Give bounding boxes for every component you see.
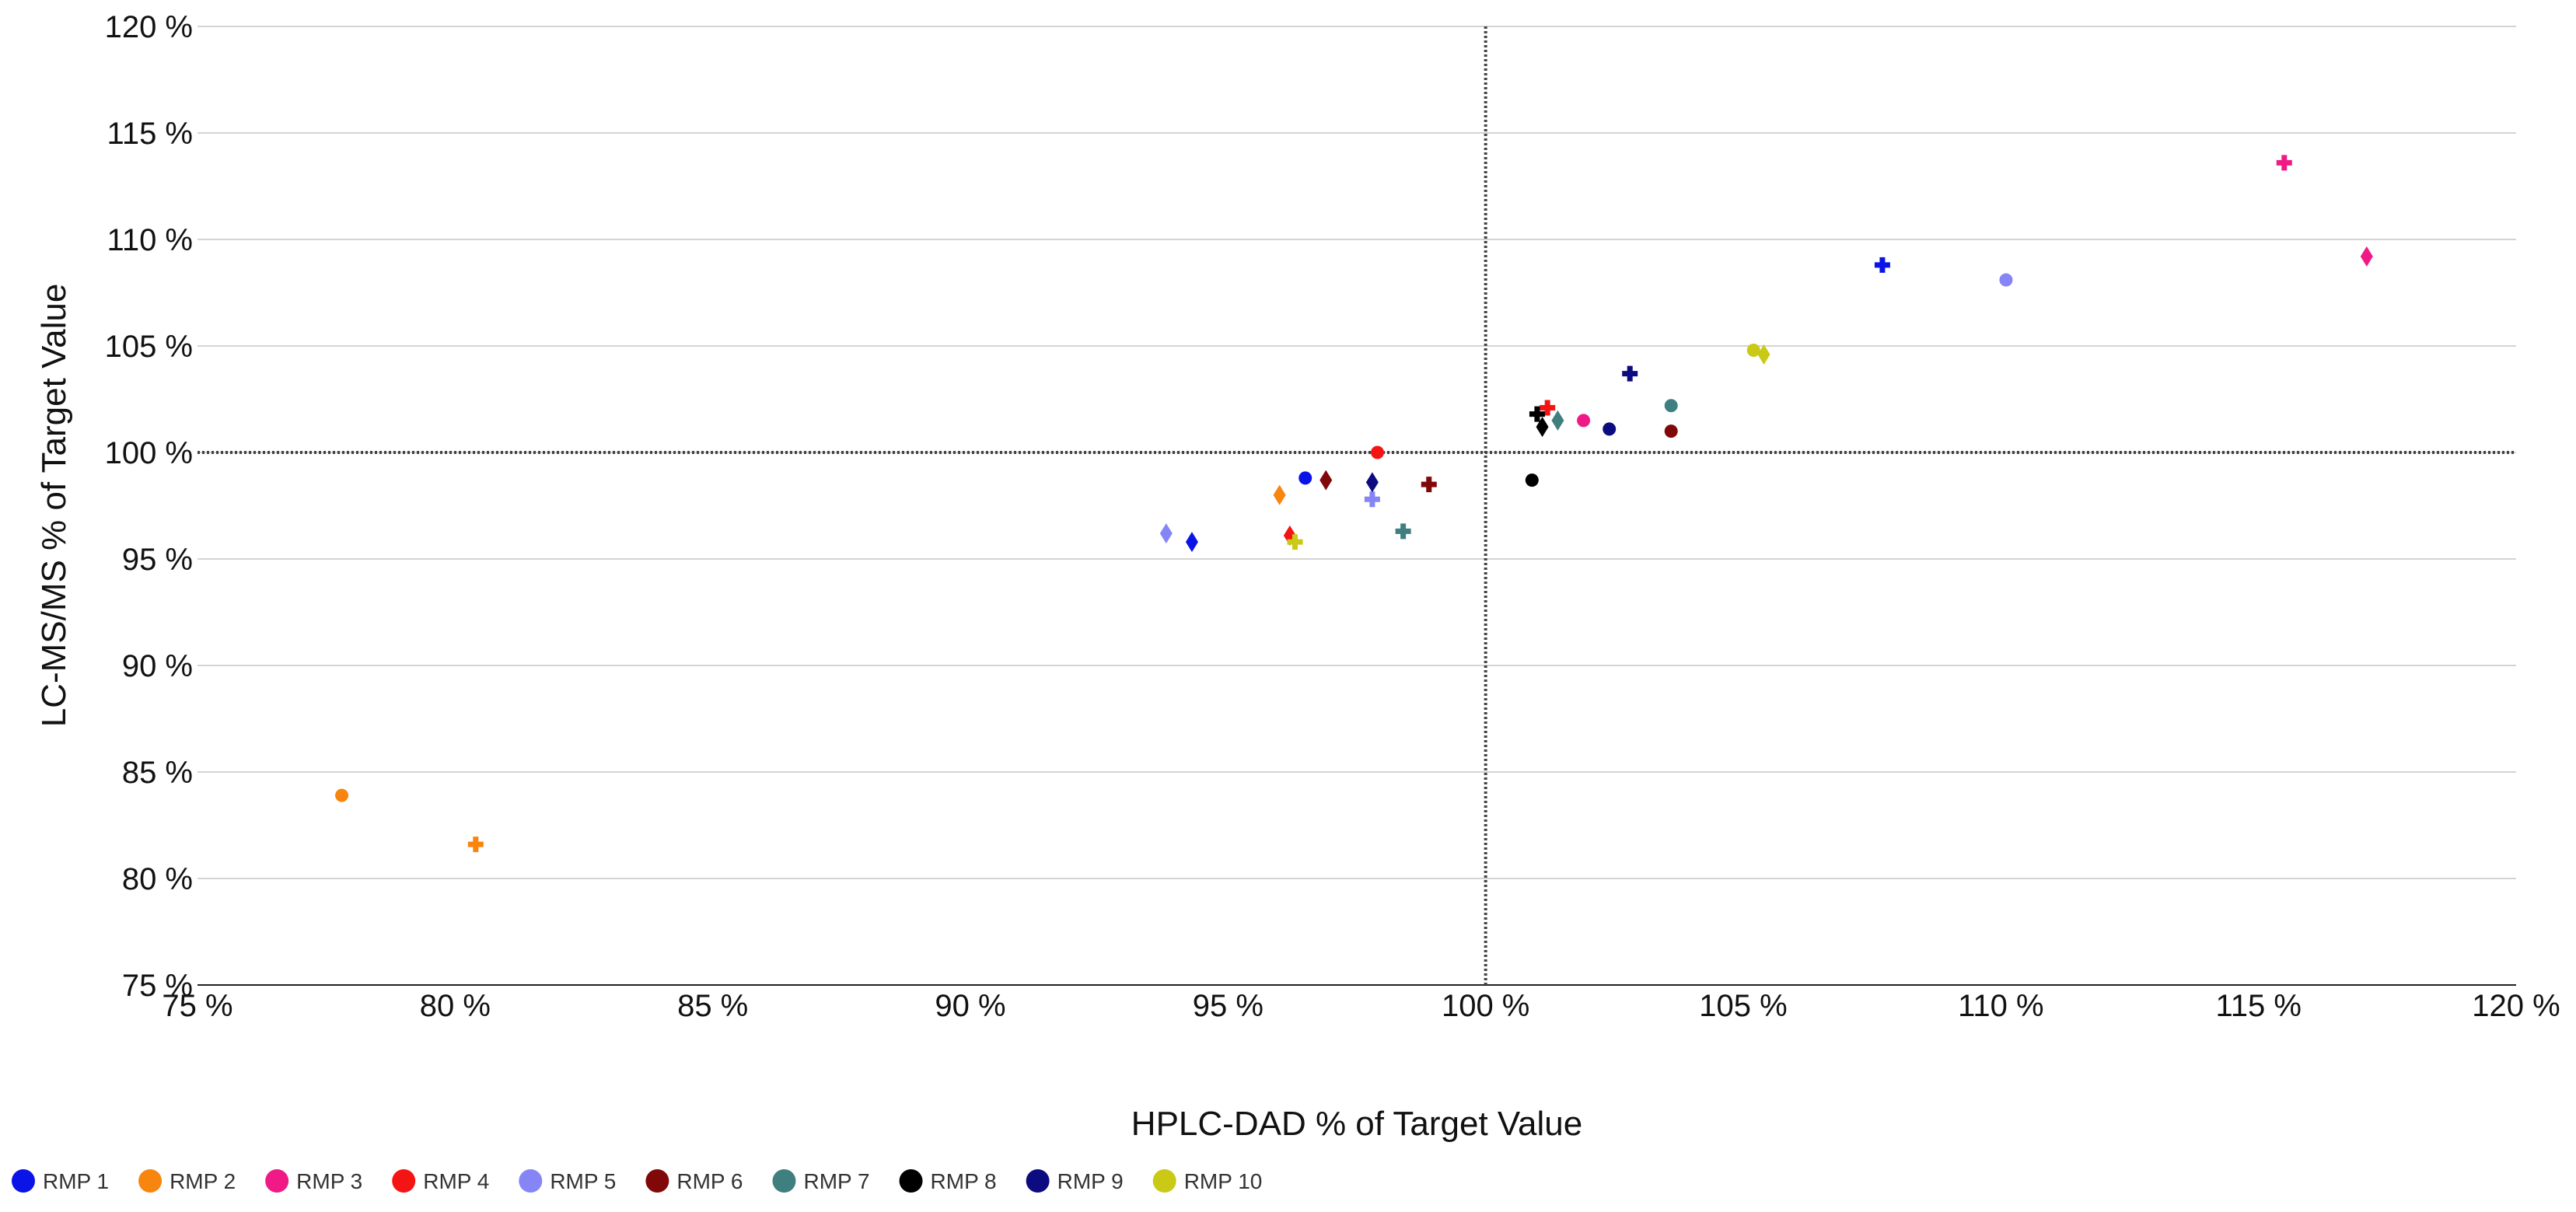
series-rmp-2 [335, 484, 1286, 853]
legend-item: RMP 7 [772, 1169, 870, 1193]
legend-item: RMP 2 [138, 1169, 236, 1193]
x-tick-label: 120 % [2472, 989, 2560, 1023]
data-point-circle [1746, 343, 1760, 357]
data-point-circle [1664, 399, 1678, 413]
grid-lines [197, 26, 2516, 879]
legend-label: RMP 7 [803, 1169, 869, 1193]
data-point-cross [1364, 491, 1380, 508]
x-tick-label: 105 % [1699, 989, 1787, 1023]
y-axis-title: LC-MS/MS % of Target Value [35, 284, 73, 728]
data-point-circle [1999, 273, 2013, 287]
data-point-cross [1874, 257, 1890, 273]
data-point-circle [1603, 422, 1617, 436]
y-tick-label: 100 % [105, 436, 193, 470]
x-tick-labels: 75 % 80 % 85 % 90 % 95 % 100 % 105 % 110 % 115 %… [162, 989, 2560, 1023]
y-tick-label: 115 % [107, 117, 193, 151]
legend-swatch [265, 1169, 289, 1193]
y-tick-label: 120 % [105, 10, 193, 44]
data-point-diamond [1273, 484, 1286, 505]
legend-item: RMP 1 [12, 1169, 109, 1193]
data-points [335, 155, 2373, 853]
series-rmp-6 [1319, 424, 1678, 493]
series-rmp-3 [1577, 155, 2373, 428]
series-rmp-5 [1159, 273, 2013, 544]
x-tick-label: 85 % [677, 989, 748, 1023]
legend-swatch [392, 1169, 416, 1193]
x-tick-label: 90 % [935, 989, 1005, 1023]
data-point-diamond [1185, 532, 1198, 553]
data-point-diamond [1365, 472, 1379, 493]
legend-item: RMP 8 [899, 1169, 997, 1193]
legend-label: RMP 6 [676, 1169, 743, 1193]
legend-label: RMP 10 [1184, 1169, 1263, 1193]
y-tick-labels: 75 % 80 % 85 % 90 % 95 % 100 % 105 % 110 % 115 %… [105, 10, 193, 1003]
series-rmp-9 [1365, 365, 1638, 493]
data-point-circle [1525, 473, 1539, 487]
data-point-diamond [1536, 417, 1549, 438]
y-tick-label: 105 % [105, 330, 193, 364]
series-rmp-1 [1185, 257, 1890, 553]
data-point-circle [335, 788, 349, 802]
legend-swatch [519, 1169, 543, 1193]
legend-item: RMP 3 [265, 1169, 362, 1193]
x-tick-label: 115 % [2215, 989, 2301, 1023]
data-point-diamond [1757, 344, 1770, 365]
legend-item: RMP 5 [519, 1169, 616, 1193]
y-tick-label: 90 % [122, 649, 193, 683]
x-tick-label: 110 % [1958, 989, 2043, 1023]
legend-label: RMP 9 [1057, 1169, 1124, 1193]
series-rmp-8 [1525, 406, 1549, 487]
legend-item: RMP 4 [392, 1169, 489, 1193]
y-tick-label: 110 % [107, 223, 193, 257]
data-point-diamond [2360, 246, 2373, 267]
data-point-circle [1577, 414, 1591, 428]
legend: RMP 1 RMP 2 RMP 3 RMP 4 RMP 5 RMP 6 RMP 7 RMP 8… [12, 1169, 1262, 1193]
y-tick-label: 95 % [122, 543, 193, 577]
data-point-circle [1298, 471, 1312, 485]
data-point-cross [1529, 406, 1545, 422]
data-point-cross [1287, 534, 1303, 550]
series-rmp-7 [1395, 399, 1678, 540]
y-tick-label: 85 % [122, 756, 193, 790]
reference-lines [197, 26, 2516, 985]
data-point-cross [2276, 155, 2292, 171]
legend-label: RMP 2 [170, 1169, 236, 1193]
data-point-diamond [1319, 470, 1333, 491]
data-point-circle [1664, 424, 1678, 438]
legend-swatch [645, 1169, 669, 1193]
legend-swatch [138, 1169, 163, 1193]
legend-item: RMP 9 [1026, 1169, 1124, 1193]
data-point-cross [1421, 477, 1437, 493]
legend-label: RMP 5 [550, 1169, 616, 1193]
legend-label: RMP 3 [296, 1169, 362, 1193]
y-tick-label: 80 % [122, 862, 193, 896]
legend-item: RMP 6 [645, 1169, 743, 1193]
legend-item: RMP 10 [1152, 1169, 1263, 1193]
data-point-cross [1540, 400, 1556, 416]
legend-label: RMP 4 [423, 1169, 489, 1193]
x-tick-label: 100 % [1442, 989, 1529, 1023]
legend-swatch [1026, 1169, 1050, 1193]
data-point-diamond [1551, 410, 1564, 431]
y-tick-label: 75 % [122, 969, 193, 1003]
x-tick-label: 80 % [420, 989, 491, 1023]
data-point-diamond [1159, 523, 1173, 544]
legend-swatch [772, 1169, 796, 1193]
data-point-cross [1395, 523, 1411, 540]
series-rmp-10 [1287, 343, 1770, 550]
data-point-cross [467, 837, 484, 853]
legend-label: RMP 8 [931, 1169, 997, 1193]
data-point-cross [1622, 365, 1638, 382]
x-axis-title: HPLC-DAD % of Target Value [1131, 1105, 1582, 1143]
x-tick-label: 75 % [162, 989, 232, 1023]
legend-swatch [12, 1169, 35, 1193]
x-tick-label: 95 % [1193, 989, 1264, 1023]
legend-swatch [899, 1169, 923, 1193]
legend-swatch [1152, 1169, 1176, 1193]
data-point-circle [1371, 445, 1385, 459]
legend-label: RMP 1 [43, 1169, 109, 1193]
